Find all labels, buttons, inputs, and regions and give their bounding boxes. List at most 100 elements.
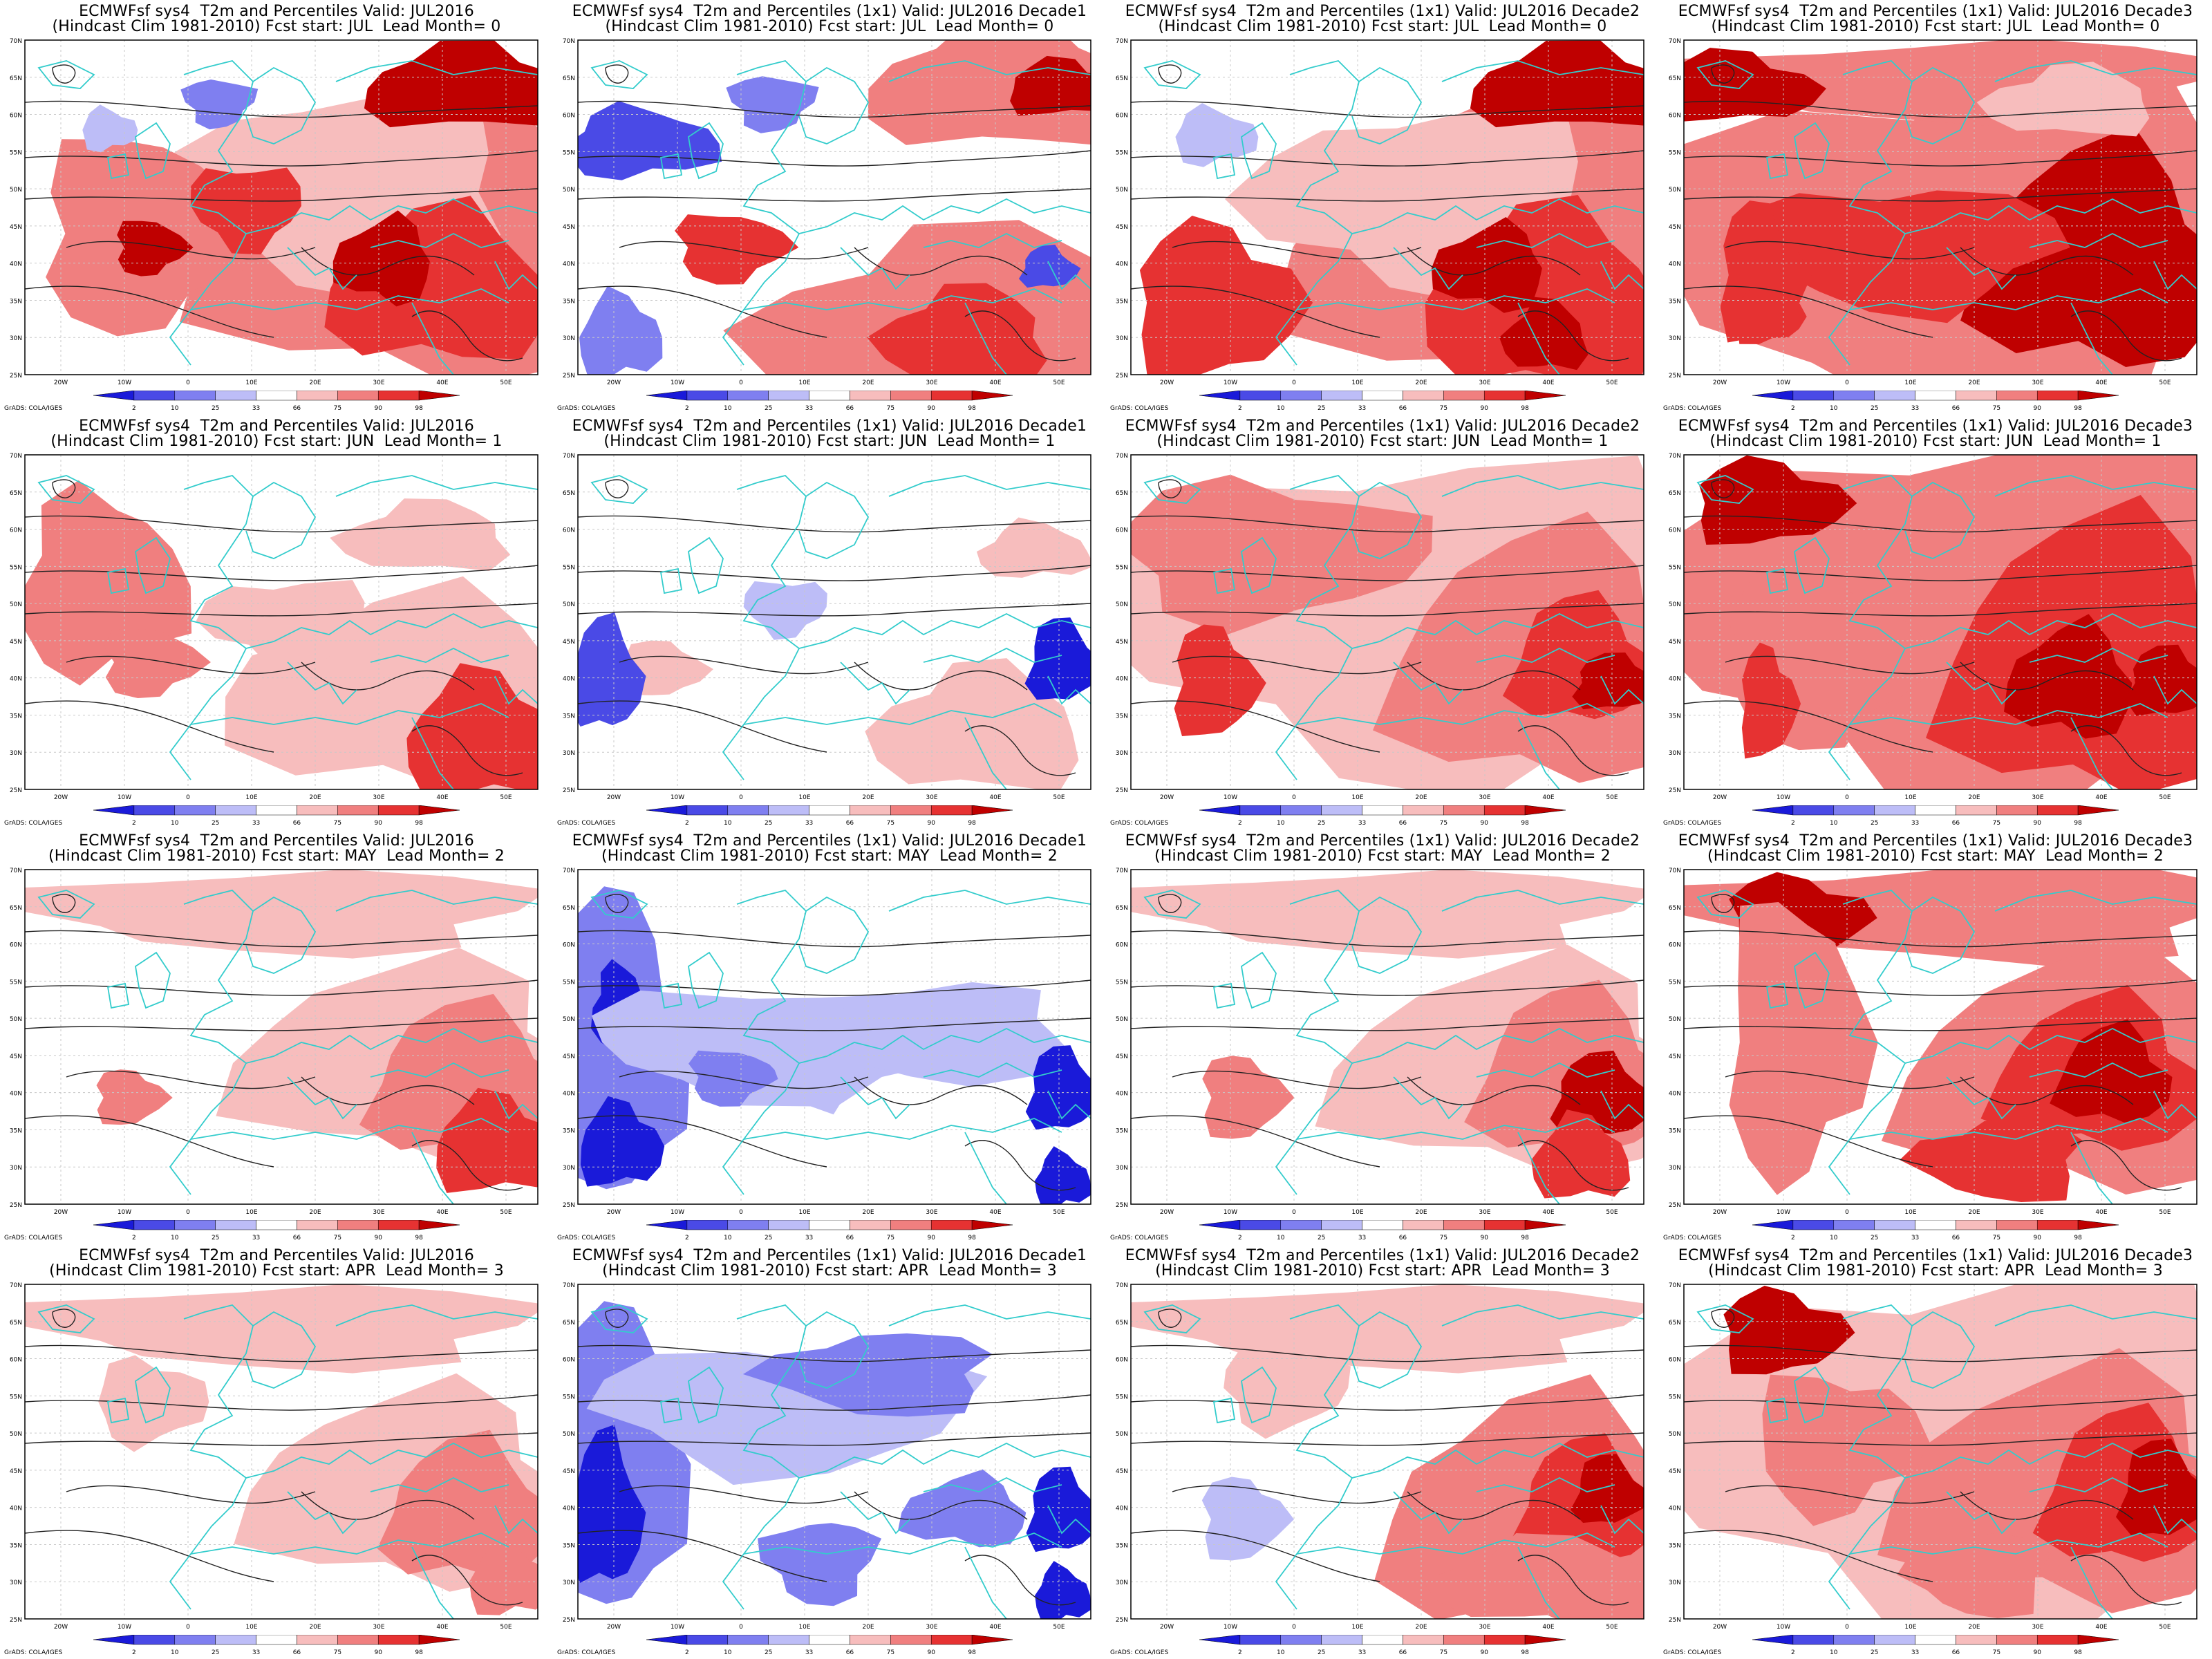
latitude-label: 55N bbox=[1116, 564, 1128, 571]
coastline bbox=[2029, 1062, 2168, 1078]
map-plot: 70N 65N 60N 55N 50N 45N 40N 35N 30N 25N 20W 10W 0 10E… bbox=[563, 868, 1091, 1216]
temperature-contour bbox=[52, 1309, 76, 1328]
colorbar-segment bbox=[1833, 805, 1875, 816]
latitude-label: 40N bbox=[563, 676, 575, 683]
coastline bbox=[1476, 1477, 1615, 1492]
longitude-label: 20E bbox=[1968, 1209, 1980, 1216]
coastline bbox=[1275, 1304, 1360, 1610]
coastline bbox=[743, 1118, 1062, 1140]
colorbar-segment bbox=[1956, 1635, 1997, 1645]
coastline bbox=[1351, 1442, 1644, 1479]
colorbar-segment bbox=[1996, 1220, 2038, 1230]
longitude-label: 10E bbox=[1351, 1209, 1363, 1216]
panel-title: ECMWFsf sys4 T2m and Percentiles (1x1) V… bbox=[1678, 832, 2193, 850]
coastline bbox=[135, 536, 171, 594]
colorbar-segment bbox=[850, 1220, 891, 1230]
colorbar-segment bbox=[727, 805, 769, 816]
coastline bbox=[411, 717, 454, 789]
coastline bbox=[688, 1366, 724, 1424]
temperature-contour bbox=[854, 662, 1028, 691]
temperature-contour bbox=[605, 64, 629, 84]
temperature-contour bbox=[1407, 662, 1581, 691]
coastline bbox=[370, 232, 509, 248]
colorbar-segment bbox=[1443, 805, 1485, 816]
longitude-label: 20E bbox=[1415, 1624, 1427, 1631]
coastline bbox=[245, 198, 538, 234]
longitude-label: 20E bbox=[309, 1624, 321, 1631]
latitude-label: 65N bbox=[10, 490, 22, 497]
coastline bbox=[106, 982, 130, 1009]
latitude-label: 30N bbox=[1116, 1580, 1128, 1586]
coastline bbox=[1143, 890, 1201, 919]
temperature-contour bbox=[964, 1140, 1076, 1191]
temperature-contour bbox=[1158, 479, 1182, 498]
colorbar-segment bbox=[1792, 391, 1835, 401]
coastline bbox=[411, 1546, 454, 1619]
temperature-contour bbox=[854, 1491, 1028, 1520]
latitude-label: 60N bbox=[563, 527, 575, 534]
longitude-label: 20E bbox=[862, 1624, 874, 1631]
coastline bbox=[743, 1533, 1062, 1555]
panel-title: ECMWFsf sys4 T2m and Percentiles (1x1) V… bbox=[572, 3, 1087, 20]
temperature-contour bbox=[1131, 515, 1644, 533]
longitude-label: 20E bbox=[862, 1209, 874, 1216]
longitude-label: 50E bbox=[1053, 794, 1065, 801]
colorbar-segment bbox=[1239, 1220, 1282, 1230]
coastline bbox=[1994, 890, 2197, 912]
colorbar-segment bbox=[377, 805, 420, 816]
longitude-label: 0 bbox=[739, 794, 743, 801]
colorbar-label: 98 bbox=[415, 1649, 423, 1656]
anomaly-shading bbox=[190, 167, 301, 255]
latitude-label: 50N bbox=[1669, 1431, 1681, 1438]
latitude-label: 35N bbox=[563, 298, 575, 305]
coastline bbox=[335, 890, 538, 912]
panel-subtitle: (Hindcast Clim 1981-2010) Fcst start: JU… bbox=[1156, 433, 1609, 450]
temperature-contour bbox=[1725, 1070, 1975, 1089]
map-frame bbox=[24, 1284, 538, 1620]
colorbar-label: 66 bbox=[1952, 1235, 1960, 1241]
latitude-label: 65N bbox=[10, 75, 22, 82]
anomaly-shading bbox=[578, 612, 646, 727]
coastline bbox=[590, 475, 648, 504]
map-panel: ECMWFsf sys4 T2m and Percentiles (1x1) V… bbox=[1659, 415, 2212, 830]
colorbar-segment bbox=[1443, 1220, 1485, 1230]
temperature-contour bbox=[1131, 930, 1644, 948]
colorbar-segment bbox=[1915, 391, 1956, 401]
colorbar-label: 2 bbox=[685, 820, 689, 827]
anomaly-shading bbox=[581, 1096, 665, 1187]
map-panel: ECMWFsf sys4 T2m and Percentiles (1x1) V… bbox=[1659, 1244, 2212, 1659]
colorbar-label: 75 bbox=[1993, 405, 2000, 412]
temperature-contour bbox=[1131, 603, 1644, 617]
coastline bbox=[1765, 568, 1789, 594]
colorbar-label: 33 bbox=[252, 405, 260, 412]
colorbar-segment bbox=[646, 805, 688, 816]
latitude-label: 25N bbox=[563, 373, 575, 379]
anomaly-shading bbox=[976, 517, 1091, 578]
coastline bbox=[1047, 1090, 1091, 1120]
colorbar-label: 25 bbox=[212, 1235, 219, 1241]
colorbar-segment bbox=[686, 1220, 729, 1230]
temperature-contour bbox=[1684, 1432, 2197, 1446]
anomaly-shading bbox=[898, 1469, 1027, 1548]
colorbar-segment bbox=[297, 805, 338, 816]
colorbar-label: 10 bbox=[1277, 405, 1285, 412]
latitude-label: 40N bbox=[1116, 1091, 1128, 1098]
grads-credit: GrADS: COLA/IGES bbox=[557, 1649, 616, 1656]
colorbar-segment bbox=[133, 1635, 176, 1645]
longitude-label: 40E bbox=[436, 794, 448, 801]
coastline bbox=[923, 1062, 1062, 1078]
grads-credit: GrADS: COLA/IGES bbox=[4, 1235, 63, 1241]
temperature-contour bbox=[619, 655, 869, 675]
latitude-label: 25N bbox=[10, 1617, 22, 1624]
latitude-label: 50N bbox=[10, 187, 22, 194]
colorbar-segment bbox=[1524, 805, 1566, 816]
anomaly-shading bbox=[1026, 1466, 1091, 1553]
coastline bbox=[964, 302, 1007, 375]
latitude-label: 60N bbox=[10, 113, 22, 120]
panel-subtitle: (Hindcast Clim 1981-2010) Fcst start: MA… bbox=[1707, 847, 2164, 865]
coastline bbox=[287, 662, 357, 705]
longitude-label: 30E bbox=[1479, 1209, 1490, 1216]
colorbar-segment bbox=[1362, 391, 1403, 401]
longitude-label: 10W bbox=[671, 1209, 684, 1216]
colorbar-label: 33 bbox=[1911, 820, 1919, 827]
